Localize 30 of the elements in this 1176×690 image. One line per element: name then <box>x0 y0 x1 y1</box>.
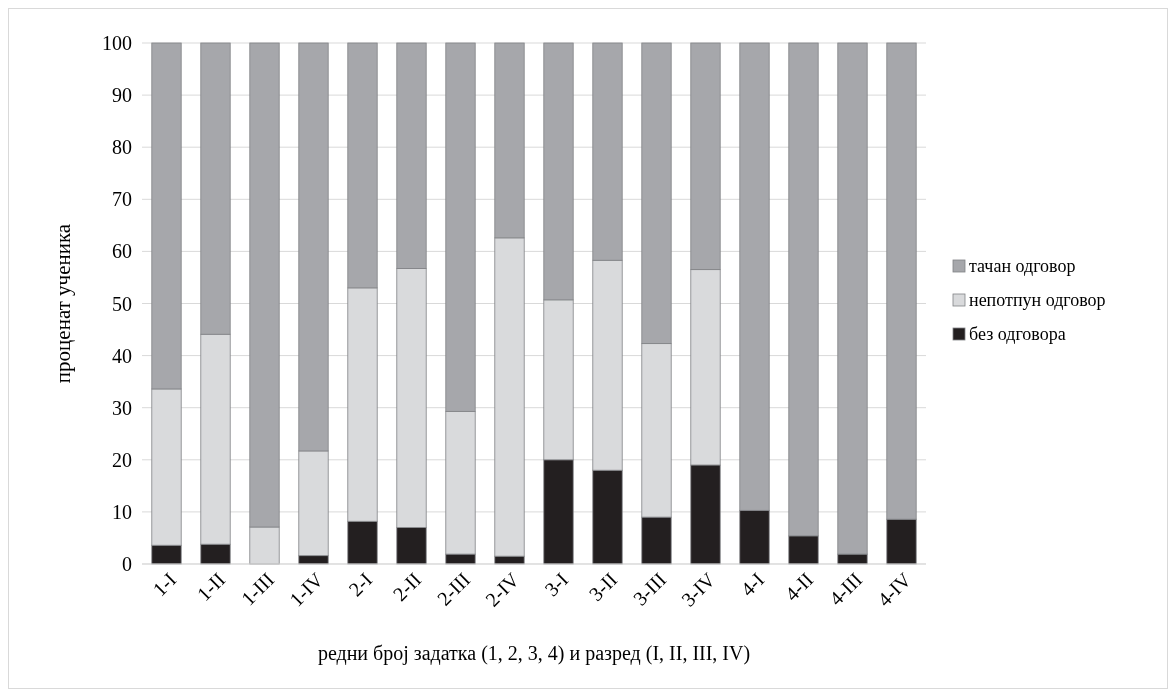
y-tick-label: 60 <box>112 240 132 263</box>
x-tick-label: 1-IV <box>285 567 328 611</box>
y-axis-title: проценат ученика <box>51 223 75 384</box>
x-tick-label: 1-I <box>148 568 181 601</box>
x-tick-label: 4-II <box>780 568 818 605</box>
legend-label: без одговора <box>969 324 1066 344</box>
x-tick-label: 1-III <box>236 568 279 610</box>
x-axis-title: редни број задатка (1, 2, 3, 4) и разред (I, II, III, IV) <box>317 642 751 665</box>
legend-label: непотпун одговор <box>969 290 1106 310</box>
x-tick-label: 1-II <box>192 568 230 605</box>
y-tick-label: 70 <box>112 188 132 211</box>
y-tick-label: 80 <box>112 136 132 159</box>
y-tick-label: 10 <box>112 500 132 523</box>
y-tick-label: 0 <box>122 553 132 575</box>
x-tick-label: 4-IV <box>873 567 916 611</box>
y-tick-label: 20 <box>112 448 132 471</box>
y-tick-label: 100 <box>102 32 132 54</box>
x-tick-label: 3-III <box>628 568 671 610</box>
x-tick-label: 4-III <box>824 568 867 610</box>
x-tick-label: 2-II <box>388 568 426 605</box>
y-tick-label: 30 <box>112 396 132 419</box>
x-tick-label: 4-I <box>736 568 769 601</box>
x-tick-label: 2-III <box>432 568 475 610</box>
x-tick-label: 2-I <box>344 568 377 601</box>
legend-label: тачан одговор <box>969 256 1076 276</box>
y-tick-label: 50 <box>112 292 132 315</box>
x-tick-label: 3-I <box>540 568 573 601</box>
x-tick-label: 3-II <box>584 568 622 605</box>
y-tick-label: 40 <box>112 344 132 367</box>
y-tick-label: 90 <box>112 84 132 107</box>
